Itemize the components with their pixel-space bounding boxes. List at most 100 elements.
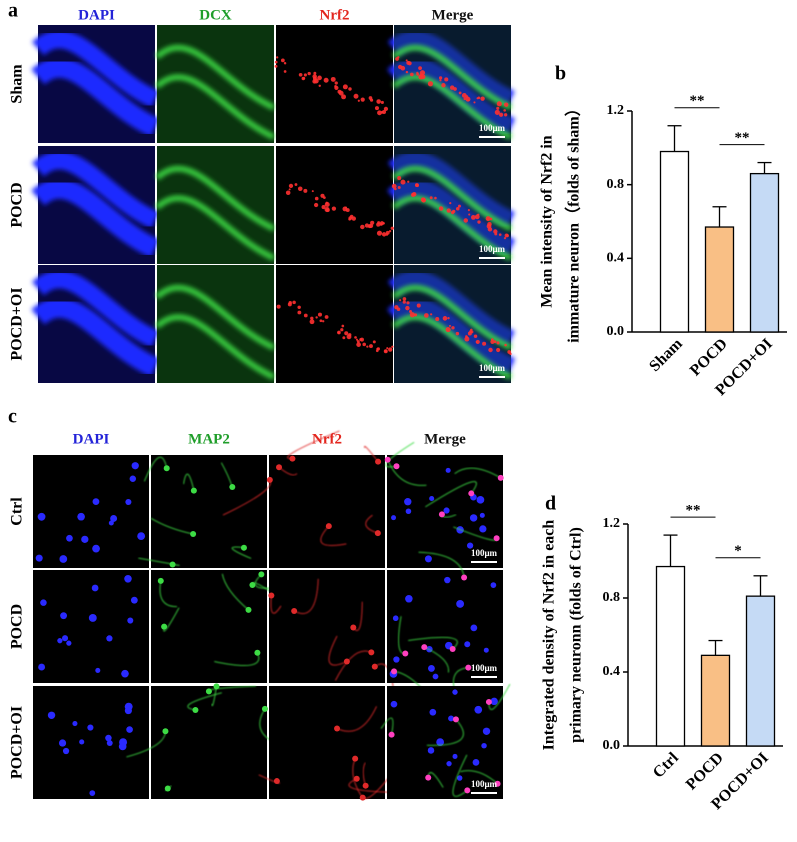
micrograph [151,570,296,683]
nucleus [466,542,474,549]
cell-dot [311,190,314,193]
neurite [352,758,363,798]
nucleus [481,742,487,749]
soma [468,490,475,497]
cell-dot [465,96,471,102]
panel-letter: c [8,406,17,428]
cell-layer [387,151,515,229]
image-bg [33,455,149,568]
soma [402,650,409,657]
column-header: Merge [432,7,474,23]
soma [384,456,391,463]
cell-dot [331,206,337,211]
y-tick-label: 0.8 [607,177,625,192]
soma [485,698,492,705]
nucleus [91,584,99,592]
cell-dot [307,71,311,76]
neurite [452,754,468,797]
nucleus [472,758,480,766]
micrograph [31,146,160,264]
x-tick-label: POCD [687,335,731,379]
significance-label: * [734,543,742,559]
cell-layer [391,74,513,140]
cell-dot [430,313,433,316]
cell-dot [380,100,384,105]
soma [291,607,298,614]
cell-dot [337,331,340,334]
micrograph [276,146,394,264]
cell-dot [421,197,427,203]
cell-dot [464,336,470,342]
image-bg [151,455,267,568]
y-axis-label: Mean intensity of Nrf2 in [539,135,556,308]
y-tick-label: 0.8 [603,590,621,605]
cell-dot [467,209,470,212]
cell-dot [341,94,347,100]
cell-dot [405,305,410,311]
cell-dot [342,336,346,340]
cell-dot [321,205,326,210]
nucleus [444,576,451,584]
neurite [143,456,168,482]
nucleus [40,599,47,606]
cell-dot [503,102,509,107]
cell-dot [486,218,490,221]
cell-layer [154,165,276,232]
soma [240,544,247,551]
nucleus [72,720,78,727]
nucleus [81,535,89,543]
cell-layer [154,74,276,140]
image-bg [387,570,503,683]
soma [289,455,296,462]
cell-dot [374,106,379,111]
nucleus [479,525,487,533]
nucleus [427,747,435,754]
nucleus [405,508,412,515]
micrograph [384,441,504,568]
cell-dot [353,93,359,99]
image-bg [33,570,149,683]
micrograph [268,570,394,687]
soma [343,658,350,665]
cell-dot [486,223,492,229]
cell-dot [323,77,329,83]
neurite [287,430,340,460]
nucleus [464,641,471,648]
nucleus [474,705,483,714]
neurite [150,517,194,535]
bar [745,595,776,747]
soma [421,644,428,651]
cell-dot [366,345,369,348]
cell-dot [407,180,410,183]
nucleus [445,467,451,473]
row-label: POCD [9,604,26,649]
cell-dot [318,84,321,87]
cell-dot [276,56,279,59]
nucleus [452,753,458,759]
nucleus [452,689,458,695]
neurite [159,580,178,608]
cell-dot [322,320,325,323]
soma [157,577,164,584]
soma [249,581,256,588]
micrograph [387,25,516,143]
soma [388,731,395,738]
cell-dot [334,81,338,85]
cell-dot [438,76,443,80]
nucleus [137,532,146,541]
nucleus [47,711,56,719]
cell-dot [503,237,507,240]
cell-dot [324,315,329,319]
neurite [380,717,394,735]
micrograph [154,146,276,264]
cell-dot [309,319,315,325]
nucleus [129,475,137,483]
cell-dot [285,190,291,196]
cell-dot [376,347,379,351]
cell-dot [355,338,359,341]
scale-bar-label: 100μm [479,123,506,133]
cell-dot [451,326,455,330]
cell-dot [411,192,416,197]
neurite [363,445,379,462]
cell-dot [325,208,330,213]
